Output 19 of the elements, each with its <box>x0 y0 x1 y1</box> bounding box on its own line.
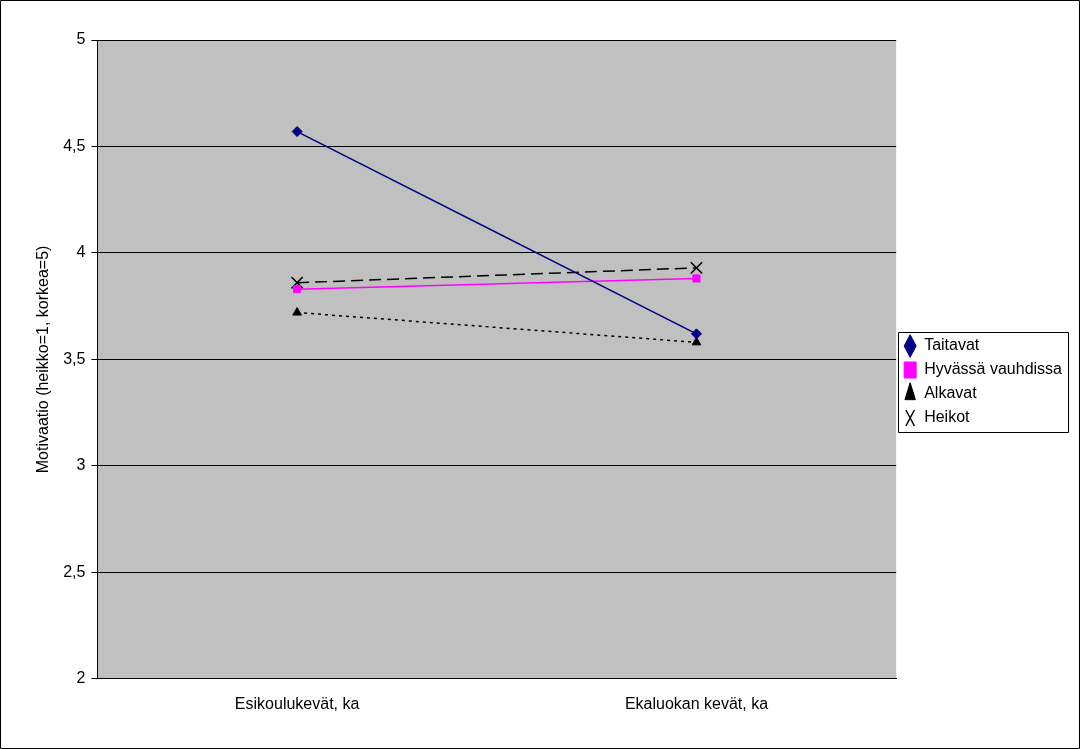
legend-label: Hyvässä vauhdissa <box>924 360 1063 378</box>
point <box>692 274 701 283</box>
y-tick-label: 2,5 <box>63 562 86 580</box>
x-tick-label: Ekaluokan kevät, ka <box>624 694 769 712</box>
y-tick-label: 3 <box>76 456 86 474</box>
legend-label: Alkavat <box>924 384 978 402</box>
point <box>291 126 303 138</box>
x-tick-label: Esikoulukevät, ka <box>234 694 360 712</box>
legend-label: Taitavat <box>924 336 980 354</box>
y-tick-label: 4,5 <box>63 136 86 154</box>
point <box>290 276 304 290</box>
y-tick-label: 4 <box>76 243 86 261</box>
y-axis-title: Motivaatio (heikko=1, korkea=5) <box>34 245 52 474</box>
legend-label: Heikot <box>924 408 971 426</box>
point <box>293 285 302 294</box>
point <box>690 261 703 275</box>
y-tick-label: 2 <box>76 669 86 687</box>
y-tick-label: 3,5 <box>63 349 86 367</box>
y-tick-label: 5 <box>76 30 86 48</box>
